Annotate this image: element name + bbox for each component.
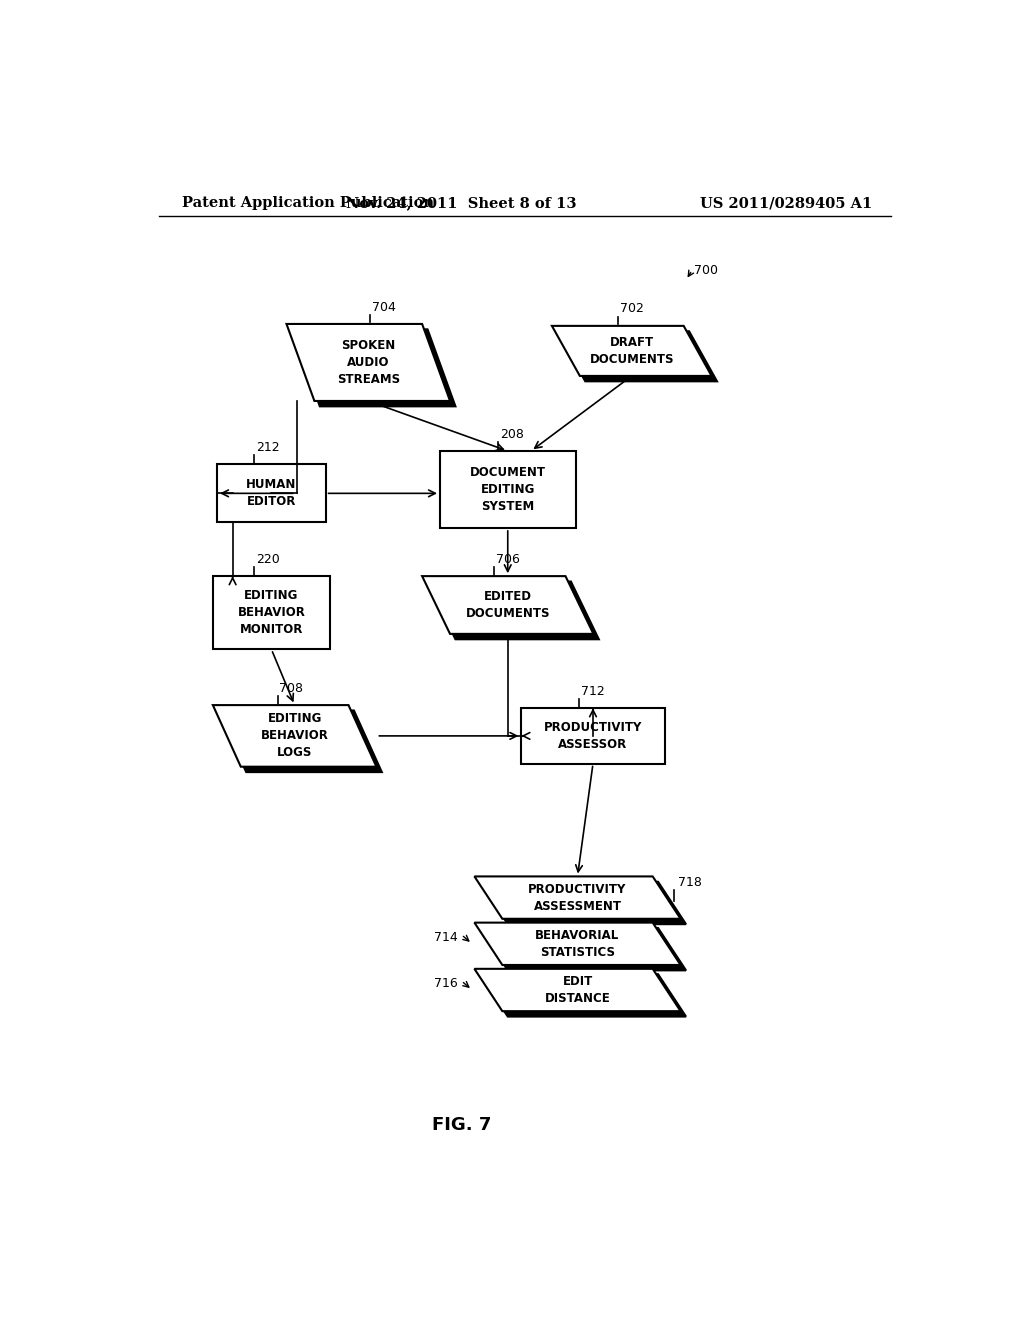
Text: Patent Application Publication: Patent Application Publication: [182, 197, 434, 210]
Text: EDITING
BEHAVIOR
MONITOR: EDITING BEHAVIOR MONITOR: [238, 589, 305, 636]
FancyBboxPatch shape: [213, 576, 330, 649]
Polygon shape: [422, 576, 593, 634]
Text: 702: 702: [621, 302, 644, 315]
Text: 704: 704: [372, 301, 396, 314]
Polygon shape: [480, 974, 686, 1016]
Polygon shape: [213, 705, 377, 767]
Text: 708: 708: [280, 681, 303, 694]
FancyBboxPatch shape: [440, 451, 575, 528]
Text: DOCUMENT
EDITING
SYSTEM: DOCUMENT EDITING SYSTEM: [470, 466, 546, 513]
Polygon shape: [480, 928, 686, 970]
Text: EDIT
DISTANCE: EDIT DISTANCE: [545, 975, 610, 1005]
Polygon shape: [474, 876, 681, 919]
Text: 220: 220: [256, 553, 280, 566]
Text: Nov. 24, 2011  Sheet 8 of 13: Nov. 24, 2011 Sheet 8 of 13: [346, 197, 577, 210]
Polygon shape: [480, 882, 686, 924]
Text: 718: 718: [678, 875, 702, 888]
Text: 700: 700: [693, 264, 718, 277]
Polygon shape: [428, 582, 599, 639]
Text: PRODUCTIVITY
ASSESSMENT: PRODUCTIVITY ASSESSMENT: [528, 883, 627, 912]
Text: FIG. 7: FIG. 7: [431, 1115, 490, 1134]
FancyBboxPatch shape: [217, 465, 326, 523]
Polygon shape: [218, 710, 382, 772]
Polygon shape: [292, 330, 456, 407]
Text: 716: 716: [434, 977, 458, 990]
Text: EDITED
DOCUMENTS: EDITED DOCUMENTS: [466, 590, 550, 620]
FancyBboxPatch shape: [521, 708, 665, 763]
Text: 706: 706: [496, 553, 520, 566]
Polygon shape: [287, 323, 450, 401]
Polygon shape: [474, 969, 681, 1011]
Text: 212: 212: [256, 441, 280, 454]
Polygon shape: [552, 326, 712, 376]
Text: 714: 714: [434, 931, 458, 944]
Text: HUMAN
EDITOR: HUMAN EDITOR: [246, 478, 297, 508]
Polygon shape: [557, 331, 717, 381]
Text: EDITING
BEHAVIOR
LOGS: EDITING BEHAVIOR LOGS: [261, 713, 329, 759]
Text: US 2011/0289405 A1: US 2011/0289405 A1: [699, 197, 872, 210]
Polygon shape: [474, 923, 681, 965]
Text: SPOKEN
AUDIO
STREAMS: SPOKEN AUDIO STREAMS: [337, 339, 399, 385]
Text: BEHAVORIAL
STATISTICS: BEHAVORIAL STATISTICS: [536, 929, 620, 958]
Text: 712: 712: [582, 685, 605, 698]
Text: PRODUCTIVITY
ASSESSOR: PRODUCTIVITY ASSESSOR: [544, 721, 642, 751]
Text: 208: 208: [500, 428, 524, 441]
Text: DRAFT
DOCUMENTS: DRAFT DOCUMENTS: [590, 335, 674, 366]
